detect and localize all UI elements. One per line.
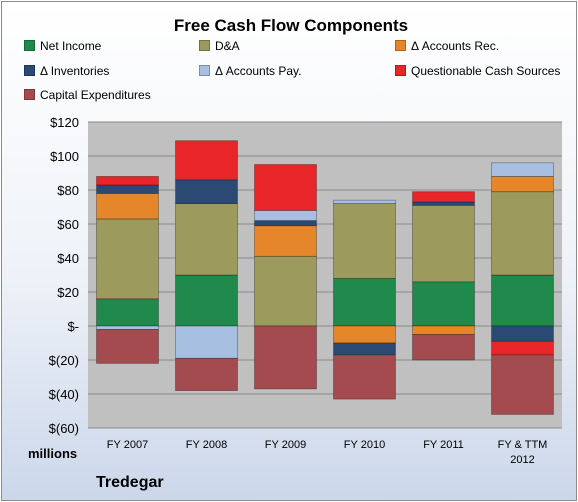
bar-segment <box>96 175 159 186</box>
legend-swatch <box>24 65 35 76</box>
legend-label: Δ Accounts Rec. <box>411 39 500 53</box>
bar-segment <box>333 342 396 356</box>
bar-segment <box>491 274 554 327</box>
bar-segment <box>491 354 554 415</box>
legend-swatch <box>199 40 210 51</box>
legend-item: Δ Inventories <box>24 64 109 78</box>
bar-segment <box>491 340 554 356</box>
legend-swatch <box>24 89 35 100</box>
bar-segment <box>333 277 396 327</box>
legend-label: Δ Accounts Pay. <box>215 64 302 78</box>
bar-segment <box>96 218 159 300</box>
bar-segment <box>175 203 238 276</box>
legend-label: Δ Inventories <box>40 64 110 78</box>
bar-segment <box>175 274 238 327</box>
legend-item: Questionable Cash Sources <box>395 64 560 78</box>
bar-segment <box>333 203 396 279</box>
bar-segment <box>254 255 317 327</box>
legend-label: Net Income <box>40 39 102 53</box>
bar-segment <box>412 191 475 203</box>
legend-label: D&A <box>215 39 240 53</box>
y-tick-label: $80 <box>57 183 79 198</box>
legend-swatch <box>199 65 210 76</box>
y-tick-label: $20 <box>57 285 79 300</box>
bar-segment <box>491 175 554 193</box>
x-tick-label: FY 2008 <box>186 439 227 451</box>
bar-segment <box>175 179 238 205</box>
legend-item: Δ Accounts Rec. <box>395 39 499 53</box>
units-label: millions <box>28 446 78 461</box>
bar-segment <box>412 325 475 335</box>
y-tick-label: $(60) <box>49 421 79 436</box>
legend-swatch <box>24 40 35 51</box>
bar-segment <box>412 281 475 327</box>
y-tick-label: $100 <box>50 149 79 164</box>
y-tick-label: $(40) <box>49 387 79 402</box>
bar-segment <box>96 184 159 194</box>
plot-area <box>88 122 562 428</box>
bar-segment <box>412 204 475 283</box>
x-tick-label: FY 2010 <box>344 439 385 451</box>
legend-item: D&A <box>199 39 240 53</box>
legend-swatch <box>395 65 406 76</box>
y-tick-label: $60 <box>57 217 79 232</box>
legend-label: Capital Expenditures <box>40 88 151 102</box>
bar-segment <box>333 199 396 204</box>
bar-segment <box>96 325 159 330</box>
bar-segment <box>254 225 317 257</box>
bar-segment <box>96 192 159 220</box>
bar-segment <box>96 328 159 364</box>
y-tick-label: $40 <box>57 251 79 266</box>
y-tick-label: $120 <box>50 115 79 130</box>
y-tick-label: $- <box>67 319 79 334</box>
bar-segment <box>333 354 396 400</box>
bar-segment <box>491 325 554 342</box>
company-label: Tredegar <box>96 474 164 491</box>
bar-segment <box>96 298 159 327</box>
x-tick-label: 2012 <box>510 454 534 466</box>
bar-segment <box>254 325 317 390</box>
x-tick-label: FY 2007 <box>107 439 148 451</box>
bar-segment <box>254 164 317 211</box>
x-tick-label: FY 2011 <box>423 439 464 451</box>
bar-segment <box>175 325 238 359</box>
bar-segment <box>491 162 554 177</box>
legend-label: Questionable Cash Sources <box>411 64 561 78</box>
bar-segment <box>254 209 317 221</box>
bar-segment <box>254 220 317 227</box>
bar-segment <box>333 325 396 344</box>
legend-item: Net Income <box>24 39 101 53</box>
legend-item: Capital Expenditures <box>24 88 151 102</box>
bar-segment <box>412 334 475 361</box>
chart-title: Free Cash Flow Components <box>173 16 409 35</box>
legend-swatch <box>395 40 406 51</box>
bar-segment <box>491 191 554 276</box>
bar-segment <box>175 357 238 391</box>
y-tick-label: $(20) <box>49 353 79 368</box>
x-tick-label: FY & TTM <box>498 439 548 451</box>
bar-segment <box>175 140 238 181</box>
bar-segment <box>412 201 475 206</box>
legend-item: Δ Accounts Pay. <box>199 64 302 78</box>
x-tick-label: FY 2009 <box>265 439 306 451</box>
